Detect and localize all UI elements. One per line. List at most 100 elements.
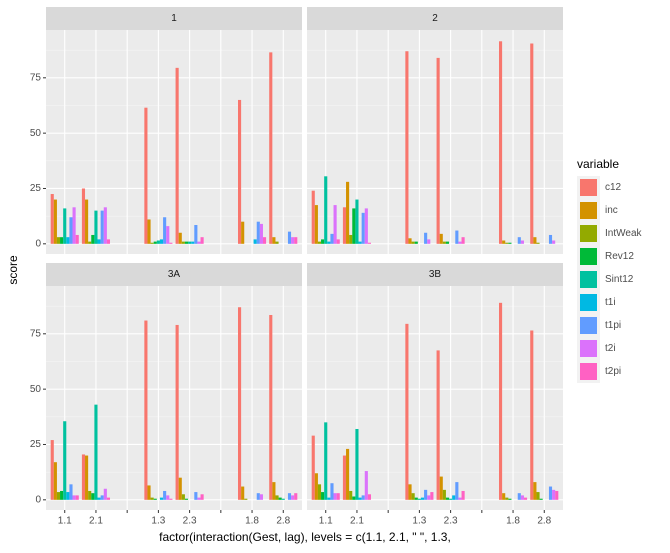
bar bbox=[200, 494, 204, 500]
bar bbox=[439, 233, 443, 244]
bar bbox=[520, 495, 524, 500]
bar bbox=[262, 237, 267, 244]
bar bbox=[355, 428, 359, 500]
bar bbox=[106, 497, 110, 500]
bar bbox=[517, 493, 521, 500]
bar bbox=[455, 482, 459, 500]
bar bbox=[445, 497, 450, 500]
x-tick-label: 1.1 bbox=[319, 516, 333, 527]
bar bbox=[505, 497, 509, 500]
bar bbox=[156, 240, 160, 244]
legend-key bbox=[580, 294, 597, 311]
bar bbox=[417, 498, 421, 500]
bar bbox=[405, 323, 409, 500]
bar bbox=[324, 176, 328, 244]
bar bbox=[317, 241, 322, 244]
strip-label: 3A bbox=[168, 269, 181, 280]
bar bbox=[103, 488, 107, 500]
legend-key bbox=[580, 271, 597, 288]
legend-label: IntWeak bbox=[605, 228, 642, 239]
bar bbox=[85, 455, 89, 500]
bar bbox=[75, 495, 79, 500]
bar bbox=[523, 497, 528, 500]
bar bbox=[147, 485, 151, 500]
bar bbox=[311, 190, 315, 244]
bar bbox=[163, 217, 167, 244]
bar bbox=[50, 194, 54, 244]
bar bbox=[455, 230, 459, 244]
bar bbox=[94, 404, 98, 500]
legend-key bbox=[580, 340, 597, 357]
bar bbox=[352, 208, 356, 244]
bar bbox=[508, 498, 512, 500]
y-tick-label: 25 bbox=[30, 439, 42, 450]
bar bbox=[241, 221, 245, 244]
bar bbox=[367, 494, 371, 500]
bar bbox=[502, 240, 506, 244]
bar bbox=[427, 239, 431, 244]
bar bbox=[106, 239, 110, 244]
bar bbox=[449, 498, 453, 500]
x-tick-label: 2.8 bbox=[537, 516, 551, 527]
bar bbox=[327, 241, 331, 244]
bar bbox=[153, 498, 157, 500]
bar bbox=[197, 497, 201, 500]
bar bbox=[166, 495, 170, 500]
bar bbox=[238, 307, 242, 500]
bar bbox=[94, 210, 98, 244]
bar bbox=[333, 205, 337, 244]
x-axis-title: factor(interaction(Gest, lag), levels = … bbox=[159, 530, 451, 544]
bar bbox=[259, 494, 263, 500]
x-tick-label: 2.1 bbox=[89, 516, 103, 527]
bar bbox=[552, 240, 556, 244]
bar bbox=[178, 232, 182, 244]
x-tick-label: 1.3 bbox=[151, 516, 165, 527]
bar bbox=[88, 490, 92, 500]
bar bbox=[169, 242, 173, 244]
bar bbox=[517, 237, 521, 244]
bar bbox=[53, 199, 57, 244]
bar bbox=[536, 242, 540, 244]
bar bbox=[150, 497, 154, 500]
bar bbox=[75, 234, 79, 244]
bar bbox=[100, 495, 104, 500]
x-tick-label: 2.3 bbox=[444, 516, 458, 527]
bar bbox=[520, 240, 524, 244]
bar bbox=[144, 107, 148, 244]
bar bbox=[358, 497, 362, 500]
y-axis-title: score bbox=[6, 255, 20, 285]
bar bbox=[272, 237, 276, 244]
bar bbox=[311, 435, 315, 500]
legend-label: Sint12 bbox=[605, 274, 634, 285]
bar bbox=[287, 231, 292, 244]
bar bbox=[452, 495, 456, 500]
legend-label: t1i bbox=[605, 297, 616, 308]
bar bbox=[287, 493, 292, 500]
bar bbox=[321, 239, 325, 244]
bar bbox=[153, 241, 157, 244]
x-tick-label: 1.8 bbox=[506, 516, 520, 527]
bar bbox=[72, 495, 76, 500]
x-tick-label: 1.3 bbox=[412, 516, 426, 527]
legend-label: t1pi bbox=[605, 320, 621, 331]
bar bbox=[411, 241, 415, 244]
legend-key bbox=[580, 202, 597, 219]
bar bbox=[291, 495, 295, 500]
x-tick-label: 2.8 bbox=[276, 516, 290, 527]
bar bbox=[539, 498, 543, 500]
legend-label: inc bbox=[605, 205, 618, 216]
bar bbox=[238, 99, 242, 244]
bar bbox=[159, 497, 164, 500]
bar bbox=[349, 234, 353, 244]
bar bbox=[275, 241, 279, 244]
strip-label: 2 bbox=[432, 13, 438, 24]
bar bbox=[414, 497, 418, 500]
bar bbox=[178, 477, 182, 500]
strip-label: 1 bbox=[171, 13, 177, 24]
bar bbox=[314, 473, 318, 500]
bar bbox=[60, 237, 64, 244]
bar bbox=[144, 320, 148, 500]
bar bbox=[256, 493, 260, 500]
bar bbox=[327, 497, 331, 500]
